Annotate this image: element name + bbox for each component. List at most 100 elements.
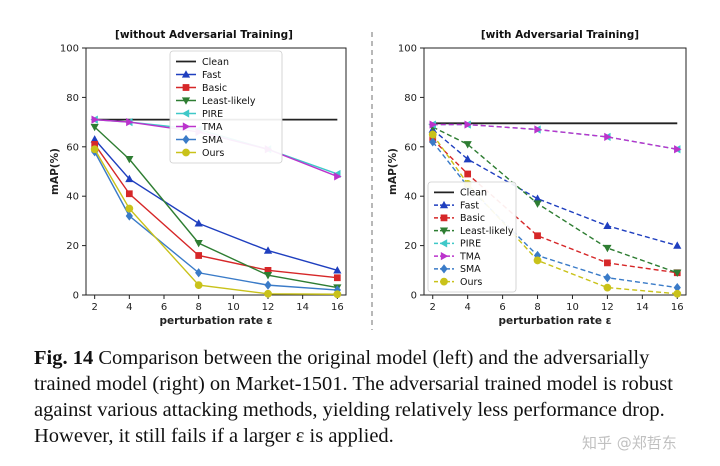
legend-marker-least-likely [439, 227, 449, 235]
data-point-least-likely [673, 269, 682, 277]
data-point-tma [334, 172, 342, 181]
data-point-fast [263, 246, 273, 254]
x-tick-label: 10 [566, 302, 579, 313]
data-point-ours [90, 145, 99, 154]
data-point-fast [673, 241, 682, 249]
left-chart-panel: [without Adversarial Training] 0 20 40 60 80 1… [49, 29, 347, 327]
legend-marker-tma [440, 252, 449, 261]
data-point-basic [464, 170, 472, 178]
y-tick-label: 60 [66, 142, 79, 153]
data-point-least-likely [463, 141, 472, 149]
data-point-fast [603, 221, 612, 230]
x-tick-label: 14 [636, 302, 649, 313]
data-point-ours [264, 289, 272, 298]
legend-marker-pire [439, 239, 448, 248]
data-point-least-likely [533, 200, 542, 208]
y-tick-label: 40 [66, 192, 79, 203]
x-tick-label: 12 [262, 302, 275, 313]
data-point-tma [604, 132, 612, 142]
y-tick-label: 80 [404, 93, 417, 104]
x-axis-label: perturbation rate ε [160, 315, 273, 327]
data-point-basic [125, 190, 133, 198]
data-point-least-likely [90, 123, 99, 132]
data-point-ours [194, 281, 203, 290]
y-tick-label: 20 [404, 241, 417, 252]
x-axis-label: perturbation rate ε [499, 315, 612, 327]
legend-marker-fast [439, 200, 449, 209]
data-point-tma [126, 117, 134, 127]
data-point-sma [195, 268, 203, 278]
data-point-least-likely [603, 244, 612, 253]
x-tick-label: 10 [227, 302, 240, 313]
figure-caption: Fig. 14 Comparison between the original … [34, 345, 710, 449]
y-tick-label: 0 [73, 291, 79, 302]
legend-label-ours: Ours [460, 277, 482, 288]
legend-label-sma: SMA [202, 135, 223, 146]
x-tick-label: 6 [499, 302, 505, 313]
x-tick-label: 14 [296, 302, 309, 313]
series-line-basic [432, 138, 678, 274]
legend-label-clean: Clean [460, 188, 487, 199]
x-tick-label: 8 [534, 302, 540, 313]
y-tick-label: 80 [66, 93, 79, 104]
data-point-tma [534, 125, 542, 134]
data-point-ours [533, 256, 542, 265]
legend-marker-least-likely [181, 97, 191, 105]
data-point-basic [534, 232, 541, 240]
series-sma [91, 147, 341, 295]
series-tma [429, 120, 682, 154]
caption-text: Comparison between the original model (l… [34, 347, 673, 447]
legend-label-pire: PIRE [202, 109, 223, 120]
legend-label-fast: Fast [460, 200, 479, 211]
data-point-ours [673, 289, 682, 298]
y-axis-label: mAP(%) [387, 148, 399, 195]
series-line-fast [432, 128, 678, 247]
right-chart-panel: [with Adversarial Training] 0 20 40 60 80 100 2… [387, 29, 687, 327]
chart-title: [with Adversarial Training] [481, 29, 639, 41]
y-tick-label: 40 [404, 192, 417, 203]
legend-marker-tma [182, 122, 191, 131]
legend-label-tma: TMA [201, 122, 223, 133]
data-point-basic [333, 274, 341, 282]
data-point-ours [125, 204, 134, 213]
x-tick-label: 16 [331, 302, 344, 313]
watermark: 知乎 @郑哲东 [582, 434, 677, 452]
data-point-tma [91, 115, 99, 124]
x-tick-label: 12 [601, 302, 614, 313]
legend-label-basic: Basic [460, 213, 485, 224]
x-tick-label: 2 [430, 302, 436, 313]
legend-marker-fast [181, 70, 191, 78]
data-point-basic [195, 252, 203, 259]
x-tick-label: 6 [161, 302, 167, 313]
x-tick-label: 4 [126, 302, 132, 313]
legend-label-tma: TMA [459, 251, 481, 262]
data-point-least-likely [263, 272, 273, 280]
legend-marker-basic [440, 214, 448, 222]
x-tick-label: 16 [671, 302, 684, 313]
data-point-fast [194, 219, 203, 227]
plot-frame [85, 47, 347, 296]
caption-label: Fig. 14 [34, 347, 94, 369]
y-tick-label: 0 [411, 291, 417, 302]
legend-marker-sma [440, 264, 448, 274]
x-tick-label: 8 [195, 302, 201, 313]
data-point-tma [429, 120, 437, 129]
series-least-likely [90, 123, 342, 292]
data-point-ours [603, 283, 612, 292]
data-point-basic [604, 259, 611, 267]
data-point-fast [125, 174, 134, 183]
figure: [without Adversarial Training]0204060801… [49, 29, 687, 330]
y-tick-label: 60 [404, 142, 417, 153]
data-point-tma [464, 120, 472, 129]
y-tick-label: 100 [60, 44, 79, 55]
data-point-ours [428, 130, 437, 139]
y-axis-label: mAP(%) [49, 148, 61, 195]
data-point-sma [125, 211, 133, 221]
data-point-fast [333, 266, 342, 274]
legend-marker-ours [440, 277, 448, 286]
data-point-fast [463, 154, 472, 163]
legend-label-pire: PIRE [460, 239, 481, 250]
data-point-ours [333, 290, 342, 299]
